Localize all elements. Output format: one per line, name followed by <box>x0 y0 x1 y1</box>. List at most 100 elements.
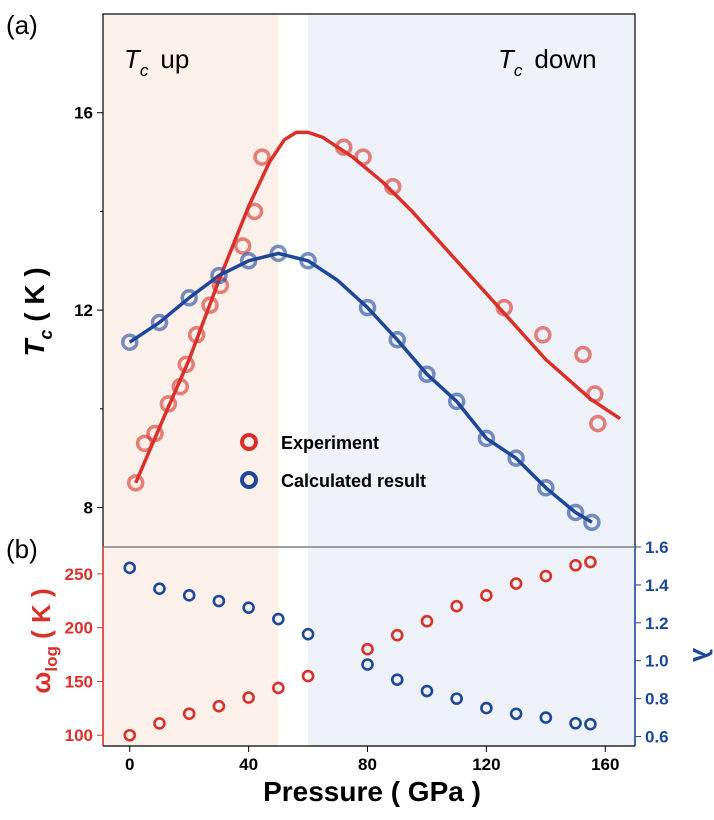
data-point-experiment <box>177 355 195 374</box>
panel-a-y-axis-title: Tc ( K ) <box>19 267 56 356</box>
panel-b-right-y-axis-title: λ <box>687 648 714 663</box>
data-point-experiment <box>159 395 178 413</box>
data-point-calculated <box>447 392 466 411</box>
panel-a-y-ticks: 8 12 16 <box>74 104 103 518</box>
data-point-lambda <box>450 692 463 705</box>
data-point-lambda <box>509 707 523 721</box>
data-point-calculated <box>180 289 198 307</box>
data-point-lambda <box>123 561 137 575</box>
data-point-calculated <box>583 513 601 532</box>
data-point-calculated <box>477 429 496 448</box>
right-y-tick-label: 1.4 <box>645 576 669 595</box>
y-tick-label: 12 <box>74 301 93 320</box>
fit-line-calculated <box>128 251 593 524</box>
legend-label-experiment: Experiment <box>281 433 379 453</box>
data-point-calculated <box>388 330 406 349</box>
data-point-omega-log <box>569 558 582 572</box>
region-down-text: down <box>534 44 596 74</box>
data-point-lambda <box>242 601 255 614</box>
left-y-tick-label: 150 <box>65 672 93 691</box>
data-point-omega-log <box>301 669 315 683</box>
data-point-experiment <box>534 326 552 344</box>
data-point-omega-log <box>390 628 404 642</box>
data-point-omega-log <box>539 569 553 583</box>
data-point-omega-log <box>480 589 493 602</box>
region-up-shading <box>103 14 279 547</box>
left-title-var: ω <box>26 672 56 694</box>
data-point-experiment <box>187 326 206 344</box>
data-point-experiment <box>126 474 145 492</box>
panel-a-points <box>120 138 607 532</box>
x-tick-label: 120 <box>472 755 500 774</box>
region-up-text: up <box>160 44 189 74</box>
right-y-tick-label: 0.8 <box>645 690 669 709</box>
panel-b-right-y-ticks: 0.6 0.8 1.0 1.2 1.4 1.6 <box>635 538 669 747</box>
right-y-tick-label: 1.2 <box>645 614 669 633</box>
right-y-tick-label: 1.0 <box>645 652 669 671</box>
data-point-experiment <box>384 177 402 196</box>
data-point-calculated <box>299 252 317 270</box>
panel-b-regions <box>103 547 635 746</box>
panel-a-label: (a) <box>6 10 38 40</box>
data-point-lambda <box>480 701 493 715</box>
data-point-lambda <box>361 658 374 671</box>
data-point-calculated <box>566 503 585 522</box>
data-point-calculated <box>120 333 139 351</box>
data-point-omega-log <box>242 691 255 704</box>
x-axis-ticks: 0 40 80 120 160 <box>125 746 619 774</box>
data-point-calculated <box>210 266 228 285</box>
left-y-tick-label: 200 <box>65 619 93 638</box>
data-point-calculated <box>150 313 169 332</box>
data-point-lambda <box>153 582 166 595</box>
data-point-omega-log <box>361 642 374 656</box>
data-point-calculated <box>537 479 555 497</box>
legend-marker-experiment <box>240 433 258 451</box>
data-point-calculated <box>418 365 436 384</box>
data-point-experiment <box>233 237 252 255</box>
right-y-tick-label: 0.6 <box>645 728 669 747</box>
data-point-lambda <box>584 717 597 731</box>
data-point-experiment <box>171 377 190 396</box>
panel-b-left-y-axis-title: ωlog ( K ) <box>26 588 61 693</box>
data-point-calculated <box>239 252 258 270</box>
data-point-calculated <box>358 298 377 317</box>
x-tick-label: 160 <box>591 755 619 774</box>
data-point-omega-log <box>182 707 196 721</box>
data-point-lambda <box>539 711 553 724</box>
data-point-experiment <box>334 138 353 156</box>
data-point-experiment <box>589 414 607 433</box>
panel-b: (b) 100 150 200 250 0.6 0.8 1.0 1.2 1.4 1.6 0 40 8… <box>6 534 714 807</box>
data-point-lambda <box>420 684 434 698</box>
panel-b-points <box>123 555 597 742</box>
x-tick-label: 40 <box>239 755 258 774</box>
region-down-sub: c <box>514 61 523 80</box>
data-point-lambda <box>569 716 582 730</box>
data-point-experiment <box>574 345 592 364</box>
axes-frames <box>102 13 636 747</box>
data-point-lambda <box>301 627 315 641</box>
data-point-experiment <box>146 424 164 443</box>
data-point-lambda <box>390 673 404 686</box>
data-point-omega-log <box>153 717 166 730</box>
left-y-tick-label: 250 <box>65 565 93 584</box>
data-point-calculated <box>507 449 525 467</box>
data-point-omega-log <box>509 577 523 590</box>
data-point-experiment <box>354 148 372 166</box>
data-point-experiment <box>211 276 230 295</box>
region-up-sub: c <box>140 61 149 80</box>
left-title-rest: ( K ) <box>26 588 56 646</box>
left-title-sub: log <box>42 646 61 672</box>
y-title-var: T <box>19 337 50 357</box>
panel-a-regions <box>103 14 635 547</box>
data-point-experiment <box>201 296 219 314</box>
legend: Experiment Calculated result <box>240 433 426 491</box>
data-point-experiment <box>586 385 604 403</box>
data-point-omega-log <box>123 728 137 742</box>
x-tick-label: 0 <box>125 755 134 774</box>
data-point-lambda <box>212 594 226 608</box>
data-point-lambda <box>272 612 285 626</box>
legend-marker-calculated <box>240 471 258 489</box>
region-down-label: Tc down <box>498 44 597 80</box>
